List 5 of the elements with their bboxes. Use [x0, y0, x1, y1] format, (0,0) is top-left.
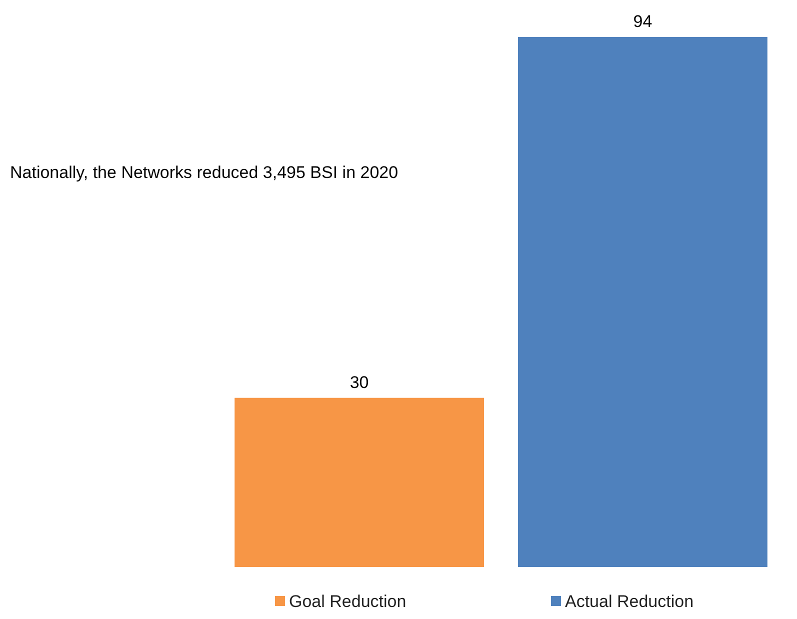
- data-label: 30: [350, 372, 369, 392]
- annotation: Nationally, the Networks reduced 3,495 BSI in 2020: [10, 163, 398, 182]
- legend-label: Goal Reduction: [289, 592, 406, 611]
- data-label: 94: [633, 12, 652, 31]
- legend-label: Actual Reduction: [565, 592, 694, 611]
